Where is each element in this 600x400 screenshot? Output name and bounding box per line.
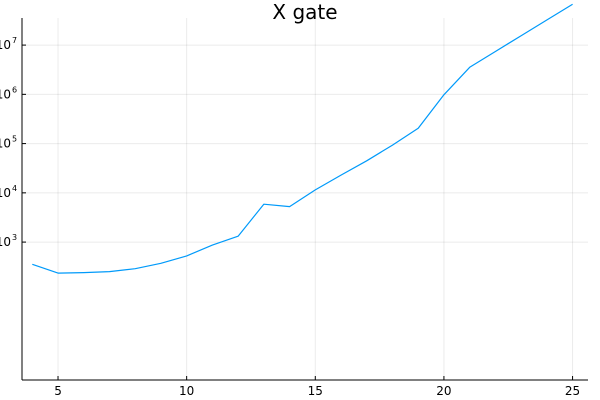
y-tick-label: 10 <box>0 87 11 101</box>
y-tick-exponent: 3 <box>12 233 17 242</box>
tick-labels: 510152025103104105106107 <box>0 36 580 398</box>
series <box>32 3 573 274</box>
y-tick-exponent: 6 <box>12 85 17 94</box>
x-tick-label: 10 <box>179 384 194 398</box>
y-tick-label: 10 <box>0 235 11 249</box>
x-tick-label: 15 <box>308 384 323 398</box>
y-tick-exponent: 4 <box>12 184 17 193</box>
axes <box>21 18 588 381</box>
y-tick-exponent: 5 <box>12 135 17 144</box>
series-line <box>32 3 573 274</box>
chart-title: X gate <box>272 0 337 24</box>
y-tick-label: 10 <box>0 186 11 200</box>
x-tick-label: 25 <box>565 384 580 398</box>
y-tick-exponent: 7 <box>12 36 17 45</box>
x-tick-label: 20 <box>436 384 451 398</box>
grid <box>22 18 588 380</box>
y-tick-label: 10 <box>0 137 11 151</box>
x-tick-label: 5 <box>54 384 62 398</box>
y-tick-label: 10 <box>0 38 11 52</box>
